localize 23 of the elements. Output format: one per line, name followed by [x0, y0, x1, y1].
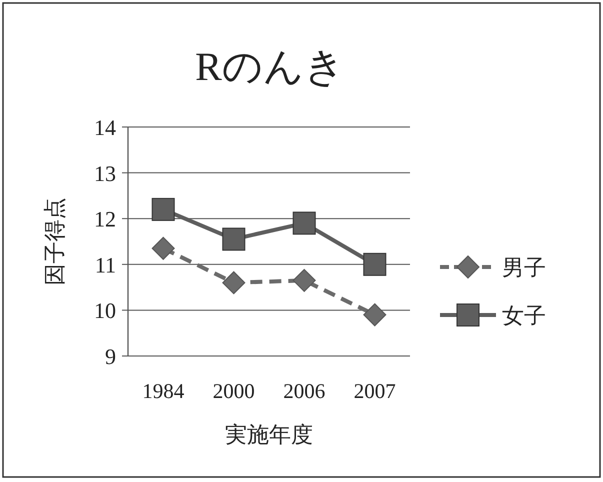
point — [222, 228, 246, 251]
x-tick-label: 2007 — [354, 379, 396, 403]
x-tick-label: 2006 — [283, 379, 326, 403]
x-tick-label: 1984 — [142, 379, 185, 403]
y-tick-label: 9 — [105, 344, 116, 369]
chart-title: Rのんき — [195, 44, 345, 89]
point — [363, 252, 386, 276]
y-axis-title: 因子得点 — [42, 198, 67, 286]
x-axis-title: 実施年度 — [225, 422, 313, 447]
y-tick-label: 14 — [94, 115, 116, 140]
x-tick-label: 2000 — [212, 379, 255, 403]
y-tick-label: 10 — [94, 298, 116, 324]
point — [222, 271, 246, 294]
point — [292, 268, 316, 292]
y-tick-label: 11 — [94, 252, 116, 278]
point — [152, 236, 175, 260]
point — [363, 303, 386, 326]
legend-label: 男子 — [502, 255, 546, 280]
point — [292, 212, 316, 235]
y-tick-label: 12 — [94, 206, 116, 232]
y-tick-label: 13 — [94, 160, 116, 186]
point — [152, 198, 175, 221]
legend-label: 女子 — [502, 303, 546, 328]
